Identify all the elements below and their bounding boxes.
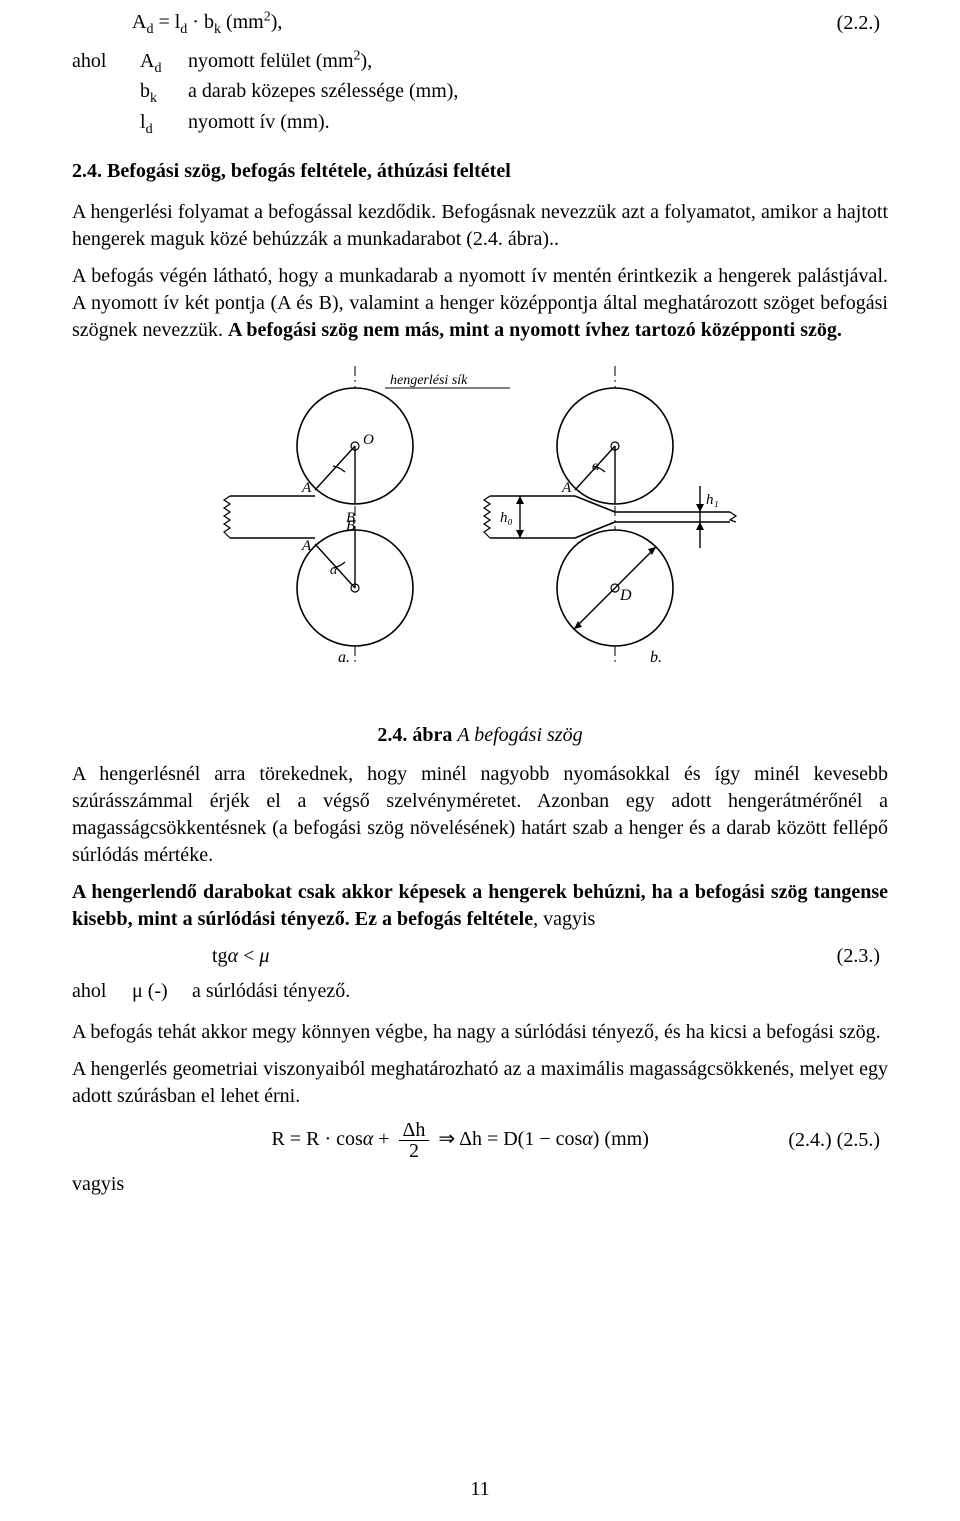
figure-h0-label: h₀ <box>500 510 513 526</box>
vagyis-label: vagyis <box>72 1171 888 1198</box>
equation-2-2: Ad = ld · bk (mm2), (2.2.) <box>72 8 888 40</box>
figure-panel-a-label: a. <box>338 649 350 666</box>
where-label: ahol <box>72 48 132 79</box>
where-label: ahol <box>72 978 132 1005</box>
figure-panel-b-label: b. <box>650 649 662 666</box>
figure-2-4: hengerlési sík O A B <box>72 366 888 674</box>
section-2-4-title: 2.4. Befogási szög, befogás feltétele, á… <box>72 158 888 185</box>
figure-D-label: D <box>619 587 632 604</box>
figure-top-label: hengerlési sík <box>390 373 468 388</box>
paragraph-1: A hengerlési folyamat a befogással kezdő… <box>72 199 888 253</box>
equation-2-3: tgα < μ (2.3.) <box>72 943 888 970</box>
mu-text: a súrlódási tényező. <box>192 978 888 1005</box>
def-text: nyomott ív (mm). <box>188 109 888 140</box>
definitions-2-2: ahol Ad nyomott felület (mm2), bk a dara… <box>72 48 888 141</box>
rolling-diagram-svg: hengerlési sík O A B <box>220 366 740 666</box>
equation-2-4-formula: R = R · cosα + Δh 2 ⇒ Δh = D(1 − cosα) (… <box>132 1120 788 1161</box>
page-number: 11 <box>0 1476 960 1503</box>
equation-2-4-number: (2.4.) (2.5.) <box>788 1127 888 1154</box>
figure-letter-A: A <box>301 538 312 554</box>
def-text: a darab közepes szélessége (mm), <box>188 78 888 109</box>
equation-2-2-number: (2.2.) <box>837 10 888 37</box>
figure-letter-B: B <box>346 518 355 534</box>
paragraph-3: A hengerlésnél arra törekednek, hogy min… <box>72 761 888 869</box>
paragraph-2: A befogás végén látható, hogy a munkadar… <box>72 263 888 344</box>
mu-symbol: μ (-) <box>132 978 192 1005</box>
paragraph-5: A befogás tehát akkor megy könnyen végbe… <box>72 1019 888 1046</box>
equation-2-4-2-5: R = R · cosα + Δh 2 ⇒ Δh = D(1 − cosα) (… <box>72 1120 888 1161</box>
figure-2-4-caption: 2.4. ábra A befogási szög <box>72 722 888 749</box>
mu-definition: ahol μ (-) a súrlódási tényező. <box>72 978 888 1005</box>
paragraph-4: A hengerlendő darabokat csak akkor képes… <box>72 879 888 933</box>
paragraph-6: A hengerlés geometriai viszonyaiból megh… <box>72 1056 888 1110</box>
svg-text:α: α <box>592 459 600 474</box>
equation-2-3-number: (2.3.) <box>837 943 888 970</box>
def-text: nyomott felület (mm2), <box>188 48 888 79</box>
figure-letter-A: A <box>301 480 312 496</box>
figure-letter-alpha: α <box>330 563 338 578</box>
figure-h1-label: h₁ <box>706 492 719 508</box>
equation-2-3-formula: tgα < μ <box>72 943 269 970</box>
def-symbol: Ad <box>140 48 180 79</box>
svg-text:A: A <box>561 480 572 496</box>
equation-2-2-formula: Ad = ld · bk (mm2), <box>72 8 282 40</box>
figure-letter-O: O <box>363 432 374 448</box>
def-symbol: ld <box>140 109 180 140</box>
def-symbol: bk <box>140 78 180 109</box>
